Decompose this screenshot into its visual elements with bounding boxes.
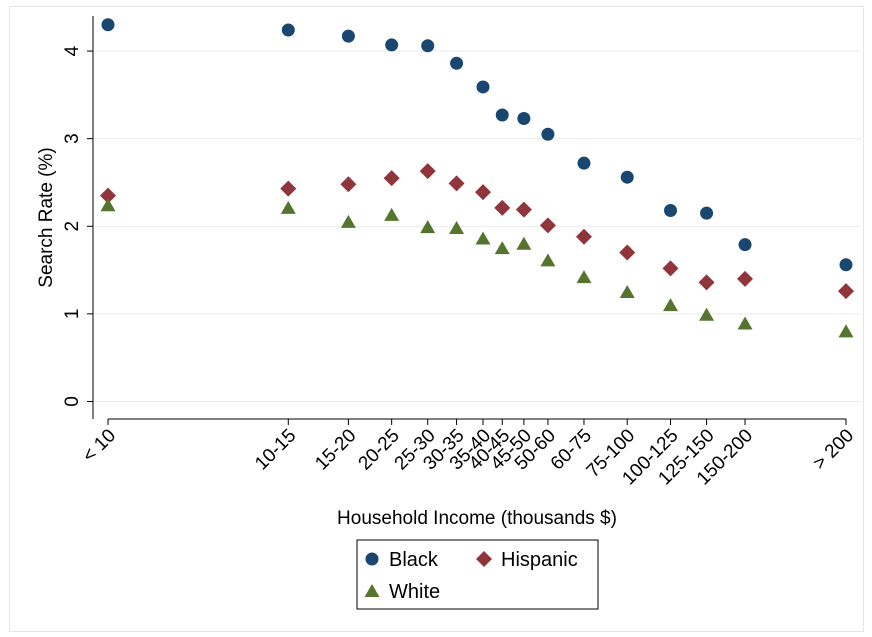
- legend-marker-shape-hispanic: [476, 551, 492, 567]
- legend-label-white: White: [389, 581, 440, 603]
- point-black-10-15: [281, 23, 295, 37]
- point-white-125-150: [699, 307, 715, 321]
- point-hispanic-150-200: [737, 270, 754, 287]
- legend-marker-shape-white: [364, 584, 380, 597]
- point-hispanic-25-30: [419, 163, 436, 180]
- x-tick-label: 20-25: [355, 425, 404, 474]
- legend-marker-hispanic: [476, 551, 492, 567]
- point-hispanic-40-45: [494, 199, 511, 216]
- point-white-10: [100, 198, 116, 212]
- point-white-50-60: [540, 253, 556, 267]
- point-white-15-20: [340, 214, 356, 228]
- point-black-75-100: [620, 170, 634, 184]
- y-tick-label: 2: [62, 221, 83, 232]
- x-axis-title: Household Income (thousands $): [337, 508, 617, 529]
- point-black-30-35: [450, 56, 464, 70]
- point-white-30-35: [449, 221, 465, 235]
- axes: [87, 16, 847, 425]
- legend-label-hispanic: Hispanic: [501, 549, 578, 571]
- point-black-200: [839, 258, 853, 272]
- point-white-100-125: [663, 298, 679, 312]
- data-points: [100, 18, 854, 338]
- point-hispanic-15-20: [340, 176, 357, 193]
- point-hispanic-100-125: [662, 260, 679, 277]
- x-tick-label: > 200: [809, 425, 858, 474]
- point-white-150-200: [737, 316, 753, 330]
- point-white-10-15: [280, 200, 296, 214]
- legend-label-black: Black: [389, 549, 439, 571]
- point-black-35-40: [476, 80, 490, 94]
- point-hispanic-75-100: [619, 244, 636, 261]
- point-hispanic-20-25: [383, 170, 400, 187]
- point-white-45-50: [516, 236, 532, 250]
- point-hispanic-200: [838, 283, 854, 300]
- legend-marker-shape-black: [365, 552, 379, 566]
- y-tick-label: 0: [62, 396, 83, 407]
- point-hispanic-60-75: [575, 228, 592, 245]
- series-white: [100, 198, 854, 338]
- point-hispanic-125-150: [698, 274, 715, 291]
- y-tick-label: 1: [62, 309, 83, 320]
- series-hispanic: [100, 163, 854, 300]
- y-tick-label: 3: [62, 133, 83, 144]
- point-black-10: [101, 18, 115, 32]
- point-white-40-45: [494, 241, 510, 255]
- y-tick-label: 4: [62, 45, 83, 56]
- point-black-25-30: [421, 39, 435, 53]
- x-tick-label: 10-15: [251, 425, 300, 474]
- point-hispanic-30-35: [448, 175, 465, 192]
- legend-box: [356, 539, 599, 610]
- point-black-15-20: [341, 29, 355, 43]
- point-black-45-50: [517, 112, 531, 126]
- point-white-75-100: [619, 284, 635, 298]
- y-axis-title: Search Rate (%): [36, 147, 57, 287]
- point-hispanic-35-40: [475, 184, 492, 201]
- x-tick-label: 15-20: [311, 425, 360, 474]
- point-hispanic-50-60: [539, 217, 556, 234]
- point-black-50-60: [541, 127, 555, 141]
- point-white-200: [838, 324, 854, 338]
- point-black-150-200: [738, 238, 752, 252]
- chart-frame: [9, 6, 864, 632]
- point-white-60-75: [576, 270, 592, 284]
- point-hispanic-10: [100, 187, 116, 204]
- legend: Black Hispanic White: [356, 539, 599, 610]
- point-black-60-75: [577, 156, 591, 170]
- point-white-35-40: [475, 231, 491, 245]
- series-black: [101, 18, 853, 272]
- point-black-125-150: [700, 206, 714, 220]
- point-hispanic-10-15: [280, 180, 297, 197]
- point-white-25-30: [420, 220, 436, 234]
- legend-marker-white: [364, 584, 380, 597]
- gridlines: [93, 50, 861, 402]
- point-black-40-45: [495, 108, 509, 122]
- x-tick-label: < 10: [79, 425, 120, 466]
- legend-marker-black: [365, 552, 379, 566]
- point-white-20-25: [384, 207, 400, 221]
- point-hispanic-45-50: [515, 201, 532, 218]
- point-black-20-25: [385, 38, 399, 52]
- point-black-100-125: [664, 203, 678, 217]
